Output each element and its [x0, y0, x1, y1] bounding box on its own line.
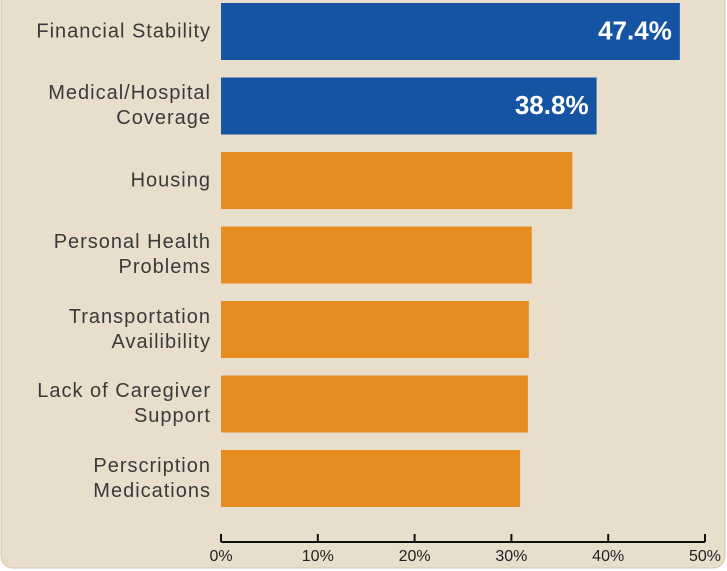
- bar: [221, 152, 573, 209]
- category-label: Lack of Caregiver Support: [37, 380, 211, 427]
- bar: [221, 3, 680, 60]
- x-tick-label: 0%: [209, 548, 232, 565]
- bar: [221, 301, 529, 358]
- bar: [221, 375, 528, 433]
- category-label: Perscription Medications: [93, 454, 211, 502]
- category-label: Financial Stability: [36, 20, 211, 42]
- bar: [221, 77, 597, 135]
- category-label: Medical/Hospital Coverage: [48, 82, 211, 129]
- category-label: Personal Health Problems: [53, 231, 211, 278]
- bar: [221, 226, 532, 284]
- value-label: 38.8%: [515, 90, 589, 120]
- bar: [221, 450, 521, 507]
- category-label: Transportation Availibility: [68, 305, 211, 353]
- value-label: 47.4%: [598, 15, 672, 45]
- x-tick-label: 20%: [399, 548, 431, 565]
- x-tick-label: 40%: [592, 548, 624, 565]
- x-tick-label: 50%: [689, 548, 721, 565]
- x-tick-label: 30%: [495, 548, 527, 565]
- x-tick-label: 10%: [302, 548, 334, 565]
- category-label: Housing: [130, 169, 211, 191]
